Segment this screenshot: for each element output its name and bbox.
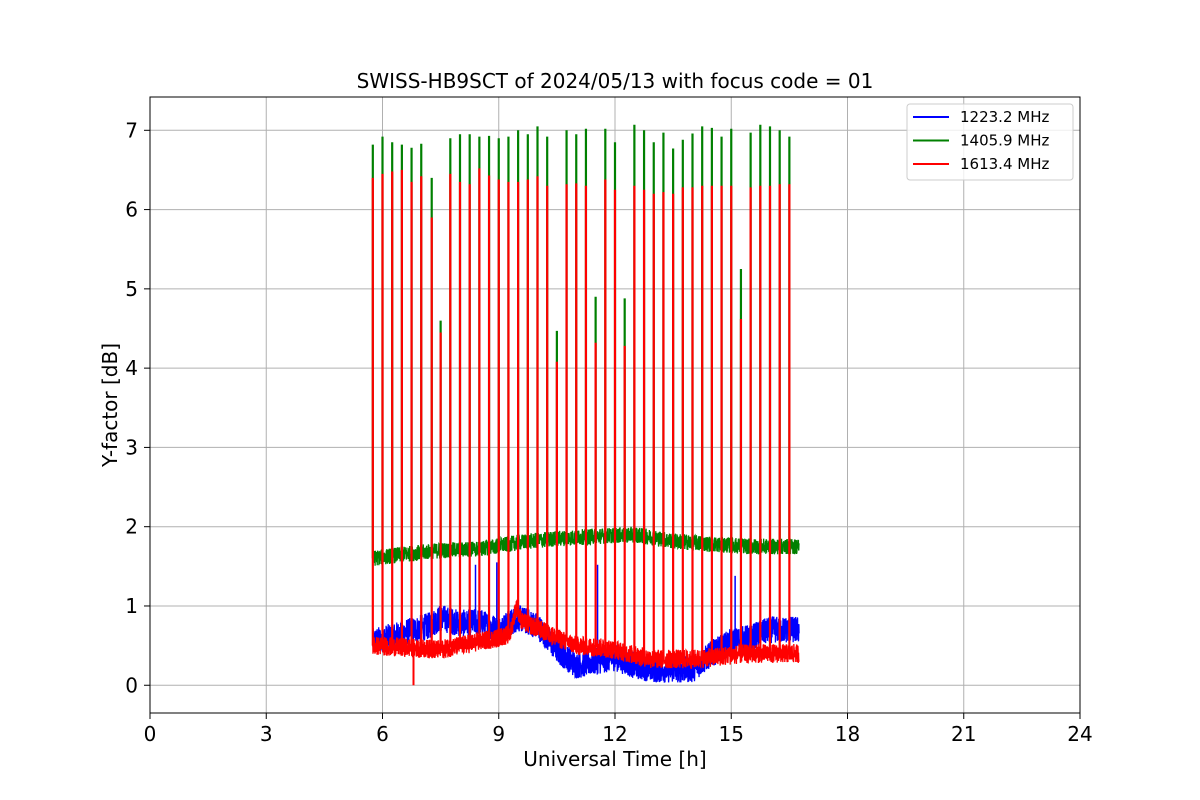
legend-label: 1405.9 MHz (960, 132, 1049, 150)
x-tick-label: 18 (835, 722, 860, 746)
x-tick-label: 3 (260, 722, 273, 746)
legend-label: 1613.4 MHz (960, 155, 1049, 173)
y-axis-label: Y-factor [dB] (98, 343, 122, 468)
x-tick-label: 0 (144, 722, 157, 746)
series-1613-4-mhz (371, 168, 800, 686)
y-tick-label: 3 (125, 435, 138, 459)
y-tick-label: 5 (125, 277, 138, 301)
y-tick-label: 4 (125, 356, 138, 380)
x-tick-label: 21 (951, 722, 976, 746)
x-tick-label: 6 (376, 722, 389, 746)
y-tick-label: 7 (125, 118, 138, 142)
x-axis-label: Universal Time [h] (523, 747, 706, 771)
plot-series (371, 124, 800, 686)
y-tick-label: 6 (125, 198, 138, 222)
y-tick-label: 2 (125, 515, 138, 539)
x-tick-label: 12 (602, 722, 627, 746)
legend: 1223.2 MHz 1405.9 MHz 1613.4 MHz (906, 103, 1074, 181)
legend-label: 1223.2 MHz (960, 108, 1049, 126)
chart-title: SWISS-HB9SCT of 2024/05/13 with focus co… (357, 69, 874, 93)
y-tick-label: 1 (125, 594, 138, 618)
y-tick-label: 0 (125, 673, 138, 697)
x-tick-label: 24 (1067, 722, 1092, 746)
x-tick-label: 15 (719, 722, 744, 746)
x-tick-label: 9 (492, 722, 505, 746)
legend-box (906, 103, 1074, 181)
